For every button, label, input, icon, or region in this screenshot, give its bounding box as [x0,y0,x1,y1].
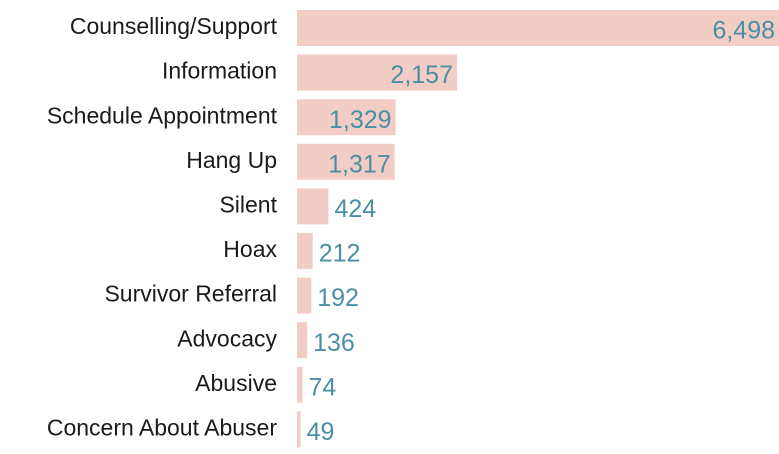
bar [297,277,312,314]
value-label: 212 [319,240,361,268]
category-label: Hoax [223,236,277,262]
category-label: Information [162,58,277,84]
value-label: 49 [307,418,335,446]
bar [297,411,301,448]
value-label: 424 [334,195,376,223]
value-label: 1,317 [328,150,391,178]
bar-group [297,10,779,448]
category-label: Hang Up [186,147,277,173]
category-label: Silent [219,191,277,217]
bar [297,233,313,269]
bar [297,322,308,359]
category-label: Survivor Referral [104,281,277,307]
value-label: 136 [313,329,355,357]
bar [297,99,396,136]
value-label: 192 [317,284,359,312]
value-label: 2,157 [390,61,453,89]
category-label: Schedule Appointment [47,102,278,128]
category-label: Abusive [195,370,277,396]
category-label: Counselling/Support [70,13,278,39]
bar [297,366,303,403]
category-label: Advocacy [177,325,277,351]
bar [297,143,395,180]
value-label: 1,329 [329,106,392,134]
bar [297,54,457,91]
bar [297,188,329,225]
category-label: Concern About Abuser [47,414,277,440]
value-label: 6,498 [712,17,775,45]
value-label: 74 [308,373,336,401]
bar [297,10,779,46]
